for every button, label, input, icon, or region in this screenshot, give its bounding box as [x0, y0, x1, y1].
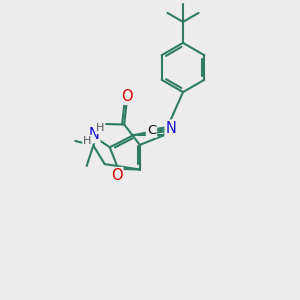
Text: H: H [83, 136, 92, 146]
Text: O: O [111, 168, 122, 183]
Text: O: O [122, 89, 133, 104]
Text: N: N [88, 127, 99, 142]
Text: N: N [166, 121, 176, 136]
Text: C: C [147, 124, 156, 137]
Text: H: H [96, 123, 104, 133]
